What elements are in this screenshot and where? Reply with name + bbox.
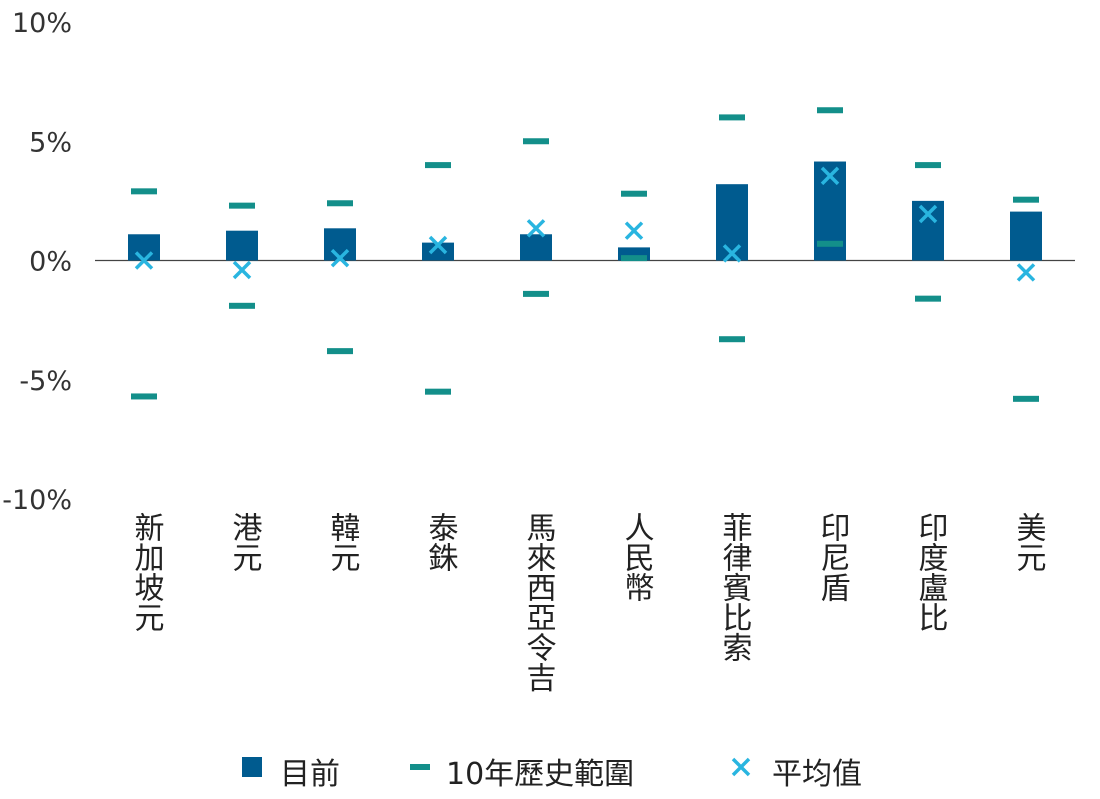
- range-high-dash: [1013, 196, 1039, 203]
- category-label: 港元: [227, 512, 262, 572]
- range-high-dash: [621, 190, 647, 197]
- average-marker: [722, 244, 742, 263]
- range-high-dash: [425, 162, 451, 169]
- category-label: 菲律賓比索: [717, 512, 753, 662]
- average-marker: [1016, 263, 1036, 282]
- category-label: 印尼盾: [815, 512, 850, 602]
- category-label: 美元: [1011, 512, 1046, 572]
- range-low-dash: [425, 388, 451, 395]
- bar-current: [716, 184, 748, 261]
- markers-average: [134, 166, 1036, 282]
- bar-current: [226, 230, 258, 261]
- range-high-dash: [131, 188, 157, 195]
- bar-current: [422, 242, 454, 261]
- average-marker: [330, 248, 350, 268]
- y-tick-label: 0%: [29, 247, 72, 278]
- range-low-dash: [229, 302, 255, 309]
- range-high-dash: [523, 138, 549, 145]
- average-marker: [820, 166, 840, 186]
- category-label: 印度盧比: [913, 512, 948, 632]
- average-marker: [134, 251, 154, 270]
- average-marker: [624, 221, 644, 240]
- range-low-dash: [1013, 395, 1039, 402]
- category-label: 人民幣: [619, 512, 654, 602]
- y-tick-label: -10%: [2, 485, 72, 516]
- range-low-dash: [817, 240, 843, 247]
- average-marker: [918, 204, 938, 224]
- legend: 目前 10年歷史範圍 平均值: [242, 757, 862, 792]
- average-marker: [232, 260, 252, 280]
- y-tick-label: 10%: [12, 8, 72, 39]
- legend-label-range: 10年歷史範圍: [446, 757, 634, 792]
- range-high-dash: [719, 114, 745, 121]
- range-high-dash: [229, 202, 255, 209]
- y-tick-label: 5%: [29, 127, 72, 158]
- range-high-dash: [327, 200, 353, 207]
- category-label: 泰銖: [423, 512, 459, 572]
- category-label: 馬來西亞令吉: [521, 512, 556, 692]
- average-marker: [526, 219, 546, 238]
- legend-label-current: 目前: [280, 757, 340, 792]
- y-tick-label: -5%: [19, 366, 72, 397]
- category-label: 新加坡元: [129, 512, 165, 632]
- bar-current: [520, 234, 552, 261]
- range-low-dash: [621, 255, 647, 262]
- range-low-dash: [327, 348, 353, 355]
- average-marker: [428, 235, 448, 255]
- range-high-dash: [915, 162, 941, 169]
- category-label: 韓元: [325, 512, 360, 572]
- range-low-dash: [915, 295, 941, 302]
- range-low-dash: [131, 393, 157, 400]
- legend-swatch-range: [410, 764, 430, 770]
- bar-current: [128, 234, 160, 261]
- legend-label-average: 平均值: [772, 757, 862, 792]
- legend-swatch-average: [731, 757, 751, 777]
- ranges-10yr: [131, 107, 1039, 402]
- range-low-dash: [523, 290, 549, 297]
- bar-current: [1010, 211, 1042, 261]
- range-low-dash: [719, 336, 745, 343]
- bar-current: [912, 200, 944, 261]
- legend-swatch-current: [242, 757, 262, 777]
- bars-current: [128, 161, 1042, 261]
- range-high-dash: [817, 107, 843, 114]
- y-axis-labels: 10% 5% 0% -5% -10%: [2, 8, 72, 516]
- bar-current: [324, 228, 356, 261]
- x-axis-labels: 新加坡元 港元 韓元 泰銖 馬來西亞令吉 人民幣 菲律賓比索 印尼盾 印度盧比 美元: [129, 512, 1046, 692]
